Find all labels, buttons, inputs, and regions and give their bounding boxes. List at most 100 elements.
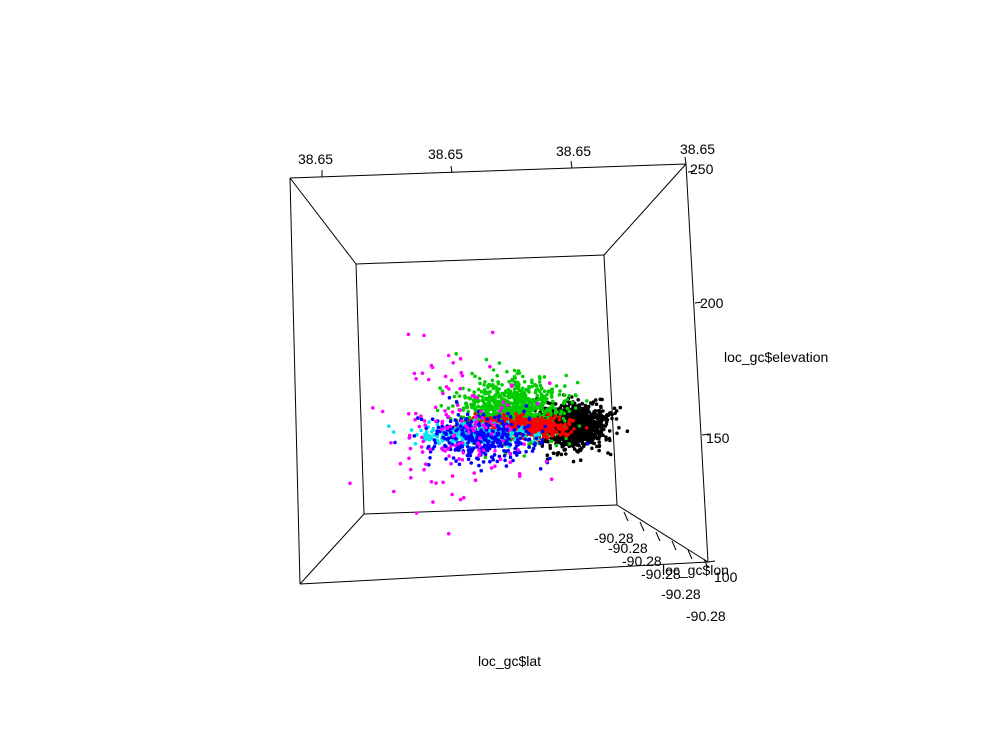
data-point-series-5 — [449, 461, 453, 466]
data-point-series-4 — [427, 463, 431, 467]
data-point-series-5 — [452, 433, 457, 437]
data-point-series-2 — [549, 429, 553, 433]
data-point-series-5 — [457, 408, 462, 413]
data-point-series-4 — [464, 436, 468, 441]
data-point-series-4 — [482, 435, 486, 439]
data-point-series-2 — [531, 427, 535, 432]
data-point-series-2 — [514, 419, 519, 423]
data-point-series-0 — [562, 448, 567, 452]
data-point-series-4 — [501, 422, 505, 427]
x-tick-label: 38.65 — [680, 141, 715, 157]
data-point-series-1 — [545, 397, 549, 401]
data-point-series-5 — [473, 424, 478, 429]
data-point-series-1 — [479, 389, 484, 394]
data-point-series-0 — [614, 409, 619, 413]
data-point-series-0 — [604, 437, 608, 442]
data-point-series-1 — [530, 384, 534, 389]
data-point-series-3 — [429, 436, 434, 440]
data-point-series-0 — [579, 415, 584, 420]
data-point-series-5 — [429, 480, 434, 484]
data-point-series-1 — [494, 385, 498, 389]
data-point-series-1 — [564, 373, 568, 378]
data-point-series-1 — [512, 387, 517, 391]
data-point-series-1 — [506, 387, 511, 392]
box-edge-back — [355, 254, 605, 265]
data-point-series-0 — [580, 407, 585, 411]
data-point-series-1 — [481, 404, 485, 409]
data-point-series-5 — [424, 462, 428, 467]
data-point-series-5 — [447, 387, 451, 391]
data-point-series-2 — [568, 417, 572, 422]
data-point-series-5 — [441, 391, 445, 396]
data-point-series-5 — [449, 444, 453, 449]
data-point-series-4 — [516, 424, 521, 429]
box-edge-back — [355, 263, 365, 515]
data-point-series-2 — [572, 427, 576, 431]
data-point-series-4 — [508, 415, 513, 419]
data-point-series-1 — [462, 406, 466, 410]
data-point-series-4 — [501, 429, 505, 434]
data-point-series-0 — [610, 416, 614, 421]
data-point-series-1 — [542, 389, 547, 394]
data-point-series-4 — [538, 467, 543, 471]
data-point-series-3 — [431, 426, 436, 431]
data-point-series-1 — [558, 389, 562, 393]
data-point-series-5 — [451, 361, 456, 365]
data-point-series-5 — [413, 417, 418, 422]
data-point-series-5 — [498, 457, 503, 462]
data-point-series-1 — [512, 404, 516, 409]
data-point-series-1 — [487, 406, 492, 410]
data-point-series-2 — [501, 416, 506, 420]
data-point-series-0 — [591, 400, 596, 404]
data-point-series-4 — [466, 440, 470, 445]
data-point-series-4 — [454, 437, 458, 441]
data-point-series-5 — [457, 442, 461, 446]
data-point-series-4 — [489, 455, 494, 459]
data-point-series-1 — [543, 410, 548, 415]
data-point-series-1 — [533, 383, 537, 387]
data-point-series-4 — [503, 458, 507, 463]
data-point-series-1 — [554, 384, 559, 388]
data-point-series-4 — [435, 432, 439, 436]
data-point-series-0 — [604, 435, 608, 439]
data-point-series-1 — [493, 393, 498, 398]
data-point-series-1 — [512, 374, 517, 379]
data-point-series-4 — [448, 447, 453, 452]
data-point-series-4 — [505, 433, 510, 437]
data-point-series-5 — [447, 454, 451, 458]
data-point-series-2 — [567, 420, 571, 425]
data-point-series-1 — [567, 409, 572, 414]
data-point-series-1 — [472, 402, 476, 407]
data-point-series-5 — [420, 450, 425, 454]
data-point-series-5 — [508, 452, 512, 456]
data-point-series-1 — [484, 397, 488, 401]
box-edge — [289, 163, 687, 179]
data-point-series-5 — [489, 466, 494, 470]
data-point-series-5 — [455, 403, 460, 408]
x-tick-label: 38.65 — [428, 146, 463, 162]
data-point-series-1 — [521, 398, 525, 403]
data-point-series-4 — [470, 435, 475, 440]
data-point-series-1 — [505, 369, 509, 374]
z-tick-label: 150 — [706, 430, 730, 446]
data-point-series-4 — [483, 452, 488, 457]
data-point-series-1 — [510, 378, 514, 383]
data-point-series-0 — [600, 428, 604, 432]
data-point-series-2 — [488, 416, 493, 421]
y-tick-label: -90.28 — [686, 608, 726, 624]
data-point-series-1 — [527, 384, 531, 389]
data-point-series-0 — [577, 403, 581, 407]
data-point-series-4 — [465, 416, 469, 421]
data-point-series-5 — [444, 412, 449, 417]
data-point-series-5 — [348, 481, 352, 486]
data-point-series-5 — [392, 489, 396, 494]
data-point-series-1 — [570, 400, 574, 405]
data-point-series-0 — [576, 427, 581, 432]
data-point-series-4 — [497, 444, 501, 448]
data-point-series-0 — [548, 446, 553, 451]
data-point-series-4 — [521, 433, 525, 437]
data-point-series-4 — [440, 424, 445, 429]
data-point-series-4 — [493, 415, 497, 420]
data-point-series-0 — [606, 451, 610, 455]
data-point-series-1 — [515, 384, 519, 389]
